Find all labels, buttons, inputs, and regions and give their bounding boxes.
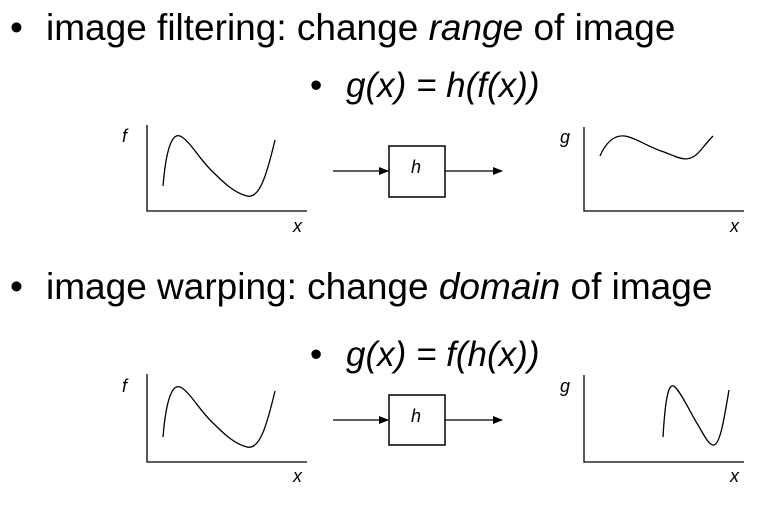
h-box: h [388,145,446,198]
warping-emphasis: domain [438,266,561,307]
input-y-label: f [122,126,129,146]
sub-bullet-warping-formula: • g(x) = f(h(x)) [310,335,539,375]
filtering-input-plot: f x [122,125,307,236]
sub-bullet-dot: • [310,335,323,374]
output-curve [599,135,714,160]
h-box-label: h [411,157,421,177]
sub-bullet-dot: • [310,66,323,105]
warping-formula: g(x) = f(h(x)) [346,335,540,374]
input-axes [146,374,307,463]
output-x-label: x [729,216,740,236]
input-x-label: x [292,466,303,486]
warping-diagram: f x h g x [122,374,744,486]
warping-input-plot: f x [122,374,307,486]
output-x-label: x [729,466,740,486]
h-box-label: h [411,406,421,426]
input-y-label: f [122,376,129,396]
input-curve [162,386,276,448]
bullet-dot: • [10,7,23,48]
output-axes [583,375,744,463]
warping-output-plot: g x [560,375,744,486]
bullet-image-filtering: • image filtering: change range of image [10,8,675,48]
filtering-emphasis: range [428,7,524,48]
output-y-label: g [560,127,570,147]
filtering-output-plot: g x [560,127,744,236]
output-axes [583,127,744,212]
h-box-frame [388,145,446,198]
sub-bullet-filtering-formula: • g(x) = h(f(x)) [310,66,539,106]
filtering-text-before: image filtering: change [46,7,429,48]
h-box: h [388,394,446,446]
warping-text-after: of image [560,266,713,307]
filtering-diagram: f x h g x [122,125,744,236]
input-curve [162,135,276,197]
output-curve [662,385,730,446]
bullet-image-warping: • image warping: change domain of image [10,267,712,307]
bullet-dot: • [10,266,23,307]
input-axes [146,125,307,212]
h-box-frame [388,394,446,446]
filtering-formula: g(x) = h(f(x)) [346,66,540,105]
warping-text-before: image warping: change [46,266,439,307]
input-x-label: x [292,216,303,236]
filtering-text-after: of image [523,7,676,48]
output-y-label: g [560,376,570,396]
